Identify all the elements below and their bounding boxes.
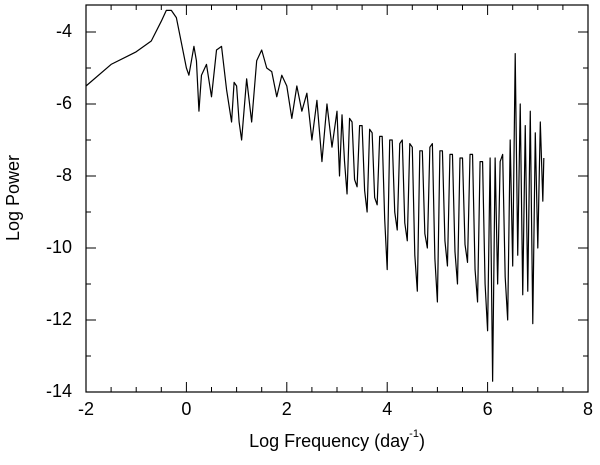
x-tick-label: -2 — [78, 399, 94, 419]
plot-frame — [85, 4, 589, 393]
y-tick-label: -10 — [46, 237, 72, 257]
x-label-main: Log Frequency (day — [249, 431, 409, 451]
x-tick-label: 8 — [583, 399, 593, 419]
x-tick-label: 6 — [483, 399, 493, 419]
x-axis-label: Log Frequency (day-1) — [249, 428, 425, 451]
data-line — [85, 9, 545, 382]
y-tick-label: -14 — [46, 381, 72, 401]
x-tick-label: 2 — [282, 399, 292, 419]
x-label-tail: ) — [419, 431, 425, 451]
y-tick-label: -4 — [56, 21, 72, 41]
y-tick-label: -6 — [56, 93, 72, 113]
y-axis-label: Log Power — [3, 155, 23, 241]
y-tick-label: -8 — [56, 165, 72, 185]
x-tick-label: 4 — [382, 399, 392, 419]
x-label-sup: -1 — [409, 428, 419, 440]
x-tick-label: 0 — [181, 399, 191, 419]
y-tick-label: -12 — [46, 309, 72, 329]
